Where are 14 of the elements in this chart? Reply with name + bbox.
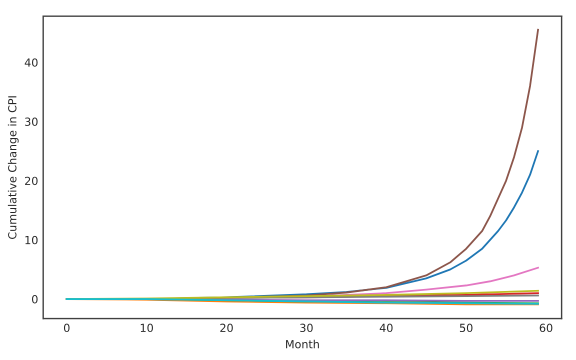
x-tick-label: 50 [460,324,472,332]
x-tick-label: 60 [540,324,552,332]
y-tick-label: 30 [25,118,38,126]
y-tick-label: 10 [25,236,38,244]
y-tick-label: 40 [24,58,38,67]
y-axis-title: Cumulative Change in CPI [8,96,19,239]
x-tick-label: 40 [380,324,393,332]
x-tick-label: 30 [300,324,313,332]
y-tick-label: 20 [25,176,38,186]
y-tick-label: 0 [32,295,38,304]
x-tick-label: 10 [140,324,153,332]
x-tick-label: 20 [220,324,233,332]
x-tick-label: 0 [64,324,70,332]
x-axis-title: Month [286,340,319,348]
